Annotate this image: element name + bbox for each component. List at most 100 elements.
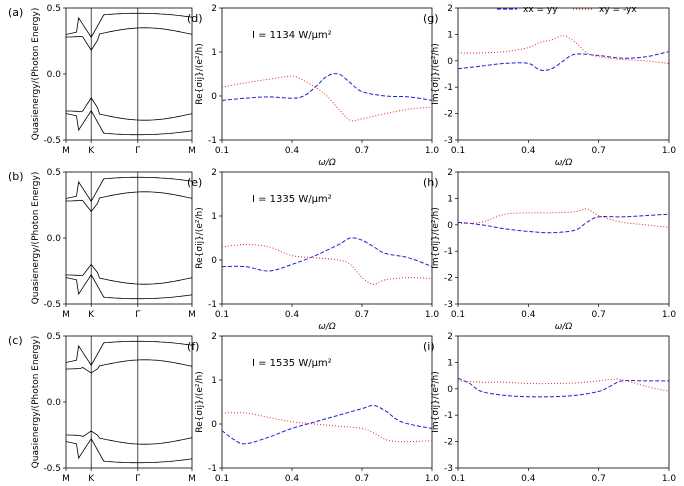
xtick-label: 0.7 bbox=[592, 474, 606, 484]
band-curve bbox=[66, 359, 193, 374]
xtick-label: 0.1 bbox=[451, 146, 465, 156]
series-xy-yx-line bbox=[221, 75, 433, 122]
y-axis-label: Im{σij}/(e²/h) bbox=[431, 43, 441, 105]
ytick-label: -2 bbox=[444, 110, 453, 120]
xtick-label: 0.7 bbox=[355, 310, 369, 320]
band-curve bbox=[65, 109, 193, 136]
y-axis-label: Re{σij}/(e²/h) bbox=[195, 43, 205, 104]
cond-axes-frame bbox=[221, 171, 433, 305]
cond-panel-h: -3 -2 -1 0 1 2 0.1 0.4 0.7 1.0 ω/Ω Im{σij}/(e²/h) (h… bbox=[423, 168, 676, 332]
xtick-label: 0.1 bbox=[215, 474, 229, 484]
ytick-label: 0 bbox=[211, 420, 217, 430]
xtick-label: 1.0 bbox=[425, 310, 440, 320]
xtick-label: 0.7 bbox=[355, 474, 369, 484]
xtick-label: K bbox=[88, 474, 95, 484]
cond-axes-frame bbox=[221, 7, 433, 141]
cond-axes-frame bbox=[457, 171, 670, 305]
series-xx-yy-line bbox=[457, 377, 669, 398]
band-y-axis-label: Quasienergy/(Photon Energy) bbox=[31, 172, 41, 305]
ytick-label: 0 bbox=[447, 57, 453, 67]
ytick-label: 0 bbox=[447, 385, 453, 395]
legend-label-xy-yx: xy = -yx bbox=[599, 5, 637, 15]
ytick-label: 0 bbox=[211, 256, 217, 266]
cond-axes-frame bbox=[221, 335, 433, 469]
x-axis-label: ω/Ω bbox=[318, 322, 336, 332]
y-axis-label: Re{σij}/(e²/h) bbox=[195, 207, 205, 268]
intensity-annotation: I = 1535 W/μm² bbox=[252, 358, 332, 369]
xtick-label: 0.7 bbox=[592, 310, 606, 320]
xtick-label: 0.7 bbox=[592, 146, 606, 156]
xtick-label: M bbox=[188, 474, 196, 484]
legend: xx = yy xy = -yx bbox=[497, 5, 637, 15]
panel-label: (h) bbox=[423, 176, 439, 189]
ytick-label: -0.5 bbox=[43, 136, 61, 146]
legend-label-xx-yy: xx = yy bbox=[523, 5, 558, 15]
xtick-label: 0.1 bbox=[215, 146, 229, 156]
ytick-label: -1 bbox=[444, 83, 453, 93]
band-curve bbox=[65, 340, 193, 367]
ytick-label: 0.0 bbox=[47, 234, 62, 244]
panel-label: (b) bbox=[8, 170, 24, 183]
panel-label: (e) bbox=[187, 176, 202, 189]
ytick-label: -1 bbox=[444, 411, 453, 421]
series-xx-yy-line bbox=[221, 237, 433, 272]
band-y-axis-label: Quasienergy/(Photon Energy) bbox=[31, 8, 41, 141]
ytick-label: -1 bbox=[208, 300, 217, 310]
band-curve bbox=[66, 430, 193, 445]
panel-label: (f) bbox=[187, 340, 199, 353]
ytick-label: -1 bbox=[444, 247, 453, 257]
ytick-label: -0.5 bbox=[43, 300, 61, 310]
y-axis-label: Re{σij}/(e²/h) bbox=[195, 371, 205, 432]
xtick-label: Γ bbox=[135, 146, 140, 156]
ytick-label: -3 bbox=[444, 136, 453, 146]
band-curve bbox=[65, 176, 193, 203]
xtick-label: 1.0 bbox=[662, 146, 677, 156]
ytick-label: 1 bbox=[211, 48, 217, 58]
ytick-label: 1 bbox=[447, 194, 453, 204]
series-xy-yx-line bbox=[457, 378, 670, 392]
cond-panel-i: -3-2-10120.10.40.71.0ω/ΩIm{σij}/(e²/h)(i… bbox=[423, 332, 676, 484]
intensity-annotation: I = 1335 W/μm² bbox=[252, 194, 332, 205]
ytick-label: 2 bbox=[447, 332, 453, 342]
x-axis-label: ω/Ω bbox=[555, 158, 573, 168]
series-xx-yy-line bbox=[457, 51, 670, 71]
ytick-label: 1 bbox=[211, 376, 217, 386]
band-curve bbox=[65, 273, 193, 300]
band-y-axis-label: Quasienergy/(Photon Energy) bbox=[31, 336, 41, 469]
x-axis-label: ω/Ω bbox=[318, 158, 336, 168]
xtick-label: M bbox=[62, 474, 70, 484]
band-curve bbox=[65, 437, 193, 464]
ytick-label: -1 bbox=[208, 464, 217, 474]
xtick-label: M bbox=[62, 146, 70, 156]
xtick-label: 1.0 bbox=[425, 474, 440, 484]
ytick-label: 2 bbox=[447, 4, 453, 14]
ytick-label: -3 bbox=[444, 300, 453, 310]
ytick-label: 2 bbox=[211, 168, 217, 178]
cond-panel-g: -3 -2 -1 0 1 2 0.1 0.4 0.7 1.0 ω/Ω Im{σij}/(e²/h) (g… bbox=[423, 4, 676, 168]
ytick-label: 1 bbox=[447, 30, 453, 40]
cond-panel-e: -1 0 1 2 0.1 0.4 0.7 1.0 ω/Ω Re{σij}/(e²/h) (e) I =… bbox=[187, 168, 439, 332]
ytick-label: 1 bbox=[447, 358, 453, 368]
ytick-label: 2 bbox=[211, 332, 217, 342]
panel-label: (c) bbox=[8, 334, 23, 347]
ytick-label: 0.0 bbox=[47, 70, 62, 80]
ytick-label: -2 bbox=[444, 438, 453, 448]
xtick-label: K bbox=[88, 310, 95, 320]
xtick-label: 0.1 bbox=[451, 474, 465, 484]
cond-panel-d: -1 0 1 2 0.1 0.4 0.7 1.0 ω/Ω Re{σij}/(e²/h) (d) I =… bbox=[187, 4, 439, 168]
band-curve bbox=[66, 27, 193, 51]
ytick-label: 0.5 bbox=[47, 168, 61, 178]
xtick-label: M bbox=[188, 146, 196, 156]
xtick-label: M bbox=[62, 310, 70, 320]
xtick-label: K bbox=[88, 146, 95, 156]
ytick-label: 0 bbox=[447, 221, 453, 231]
panel-label: (i) bbox=[423, 340, 435, 353]
xtick-label: 0.1 bbox=[215, 310, 229, 320]
panel-label: (d) bbox=[187, 12, 203, 25]
ytick-label: 0 bbox=[211, 92, 217, 102]
xtick-label: 0.1 bbox=[451, 310, 465, 320]
ytick-label: -3 bbox=[444, 464, 453, 474]
x-axis-label: ω/Ω bbox=[555, 322, 573, 332]
ytick-label: 2 bbox=[211, 4, 217, 14]
